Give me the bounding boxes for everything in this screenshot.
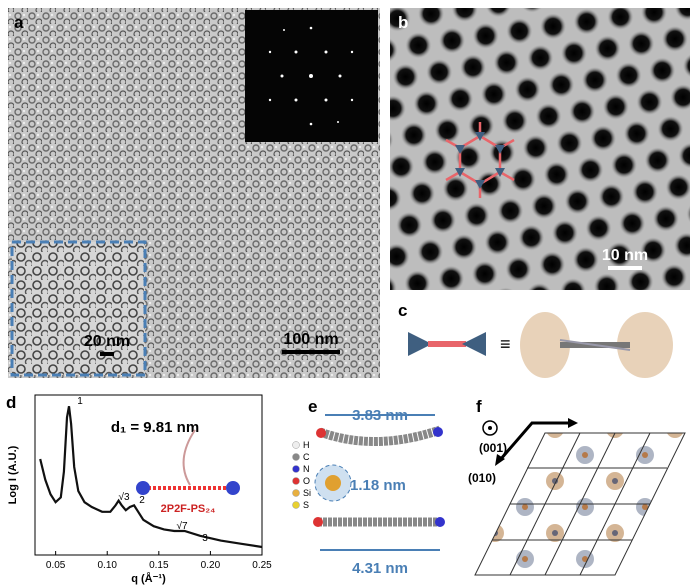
panel-label: a	[14, 13, 24, 32]
molecule-model	[520, 312, 673, 378]
panel-label: d	[6, 393, 16, 412]
element-label: S	[303, 500, 309, 510]
peak-label: √7	[176, 520, 187, 532]
element-swatch	[292, 501, 300, 509]
saxs-curve	[39, 406, 263, 549]
x-tick-label: 0.20	[201, 560, 221, 571]
panel-label: e	[308, 397, 317, 416]
direction-label: (010)	[468, 471, 496, 485]
stem-image	[390, 8, 690, 290]
scale-label: 10 nm	[602, 247, 648, 264]
molecule-bottom	[313, 517, 445, 527]
axis-arrows	[498, 421, 570, 461]
scale-label: 20 nm	[84, 333, 130, 350]
axis-out	[488, 426, 492, 430]
hex-vertices	[455, 132, 505, 189]
axis-arrows	[568, 418, 578, 428]
scale-bar	[608, 266, 642, 270]
molecule-end	[325, 475, 341, 491]
scale-bar	[282, 350, 340, 354]
molecule-name: 2P2F-PS₂₄	[161, 503, 216, 515]
molecule-end	[136, 481, 150, 495]
length-label: 1.18 nm	[350, 477, 406, 494]
bowtie	[408, 332, 432, 356]
molecule-end	[226, 481, 240, 495]
panel-label: c	[398, 301, 407, 320]
scale-label: 100 nm	[283, 331, 338, 348]
x-tick-label: 0.25	[252, 560, 272, 571]
direction-label: (001)	[479, 441, 507, 455]
length-label: 3.83 nm	[352, 407, 408, 424]
element-swatch	[292, 465, 300, 473]
element-swatch	[292, 453, 300, 461]
inset-box	[10, 240, 147, 377]
equiv: ≡	[500, 334, 511, 354]
element-swatch	[292, 477, 300, 485]
fft-spots	[268, 26, 354, 126]
element-label: Si	[303, 488, 311, 498]
peak-label: 1	[77, 396, 83, 407]
element-label: H	[303, 440, 310, 450]
molecule-chain	[182, 429, 196, 486]
axis-arrows	[495, 454, 505, 466]
molecule-top	[316, 425, 443, 446]
peak-label: √3	[118, 491, 129, 503]
annotation: d₁ = 9.81 nm	[111, 419, 199, 436]
peak-label: 2	[139, 495, 145, 506]
length-label: 4.31 nm	[352, 560, 408, 577]
element-label: C	[303, 452, 310, 462]
x-tick-label: 0.10	[97, 560, 117, 571]
x-axis-label: q (Å⁻¹)	[131, 572, 166, 585]
element-label: N	[303, 464, 310, 474]
x-tick-label: 0.05	[46, 560, 66, 571]
element-swatch	[292, 489, 300, 497]
panel-label: f	[476, 397, 482, 416]
x-tick-label: 0.15	[149, 560, 169, 571]
plot-frame	[34, 394, 263, 556]
axis-out	[482, 420, 498, 436]
element-label: O	[303, 476, 310, 486]
bowtie	[462, 332, 486, 356]
peak-label: 3	[202, 533, 208, 544]
lattice-lines	[492, 432, 667, 576]
element-swatch	[292, 441, 300, 449]
scale-bar	[100, 352, 114, 356]
y-axis-label: Log I (A.U.)	[7, 445, 19, 504]
panel-label: b	[398, 13, 408, 32]
bowtie	[428, 341, 466, 347]
